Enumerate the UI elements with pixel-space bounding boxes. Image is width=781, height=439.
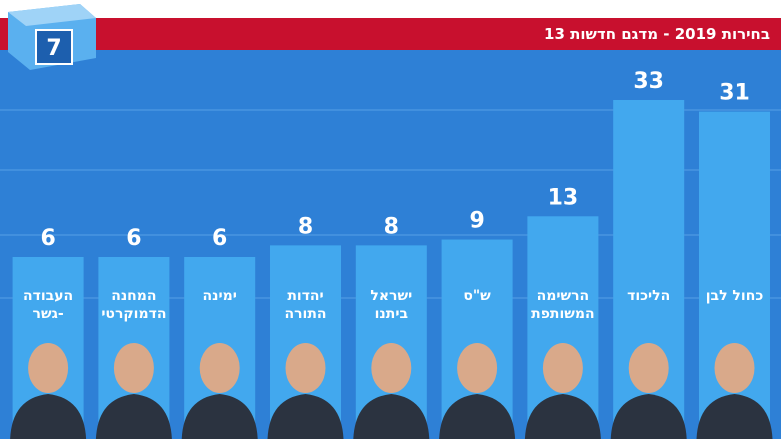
portrait-body <box>439 394 516 439</box>
portrait-head <box>113 343 154 393</box>
category-label: המשותפת <box>531 306 595 322</box>
portrait-body <box>353 394 430 439</box>
portrait-body <box>181 394 258 439</box>
value-label: 13 <box>548 185 579 210</box>
value-label: 6 <box>212 226 227 251</box>
portrait-head <box>371 343 412 393</box>
category-label: יהדות <box>287 288 323 304</box>
portrait-body <box>10 394 87 439</box>
portrait-head <box>457 343 498 393</box>
portrait-body <box>95 394 172 439</box>
category-label: התורה <box>284 306 326 322</box>
portrait-body <box>524 394 601 439</box>
value-label: 9 <box>469 209 484 234</box>
category-label: ש"ס <box>463 288 491 304</box>
category-label: העבודה <box>23 288 73 304</box>
portrait-head <box>628 343 669 393</box>
value-label: 33 <box>633 69 664 94</box>
category-label: ביתנו <box>375 306 408 322</box>
portrait-body <box>267 394 344 439</box>
portrait-head <box>199 343 240 393</box>
top-strip <box>0 0 781 18</box>
category-label: המחנה <box>111 288 156 304</box>
category-label: הדמוקרטי <box>101 306 166 322</box>
portrait-head <box>285 343 326 393</box>
category-label: ישראל <box>370 288 412 304</box>
portrait-body <box>610 394 687 439</box>
category-label: הליכוד <box>627 288 670 304</box>
category-label: -גשר <box>33 306 64 322</box>
portrait-head <box>28 343 69 393</box>
category-label: ימינה <box>203 288 237 304</box>
portrait-body <box>696 394 773 439</box>
value-label: 8 <box>298 214 313 239</box>
chart-title: בחירות 2019 - מדגם חדשות 13 <box>544 25 770 43</box>
logo: 7 <box>8 4 96 70</box>
category-label: כחול לבן <box>706 288 764 304</box>
logo-number: 7 <box>46 36 61 61</box>
value-label: 6 <box>40 226 55 251</box>
portrait-head <box>542 343 583 393</box>
header-band <box>0 18 781 50</box>
value-label: 8 <box>384 214 399 239</box>
category-label: הרשימה <box>537 288 590 304</box>
value-label: 6 <box>126 226 141 251</box>
portrait-head <box>714 343 755 393</box>
value-label: 31 <box>719 81 750 106</box>
